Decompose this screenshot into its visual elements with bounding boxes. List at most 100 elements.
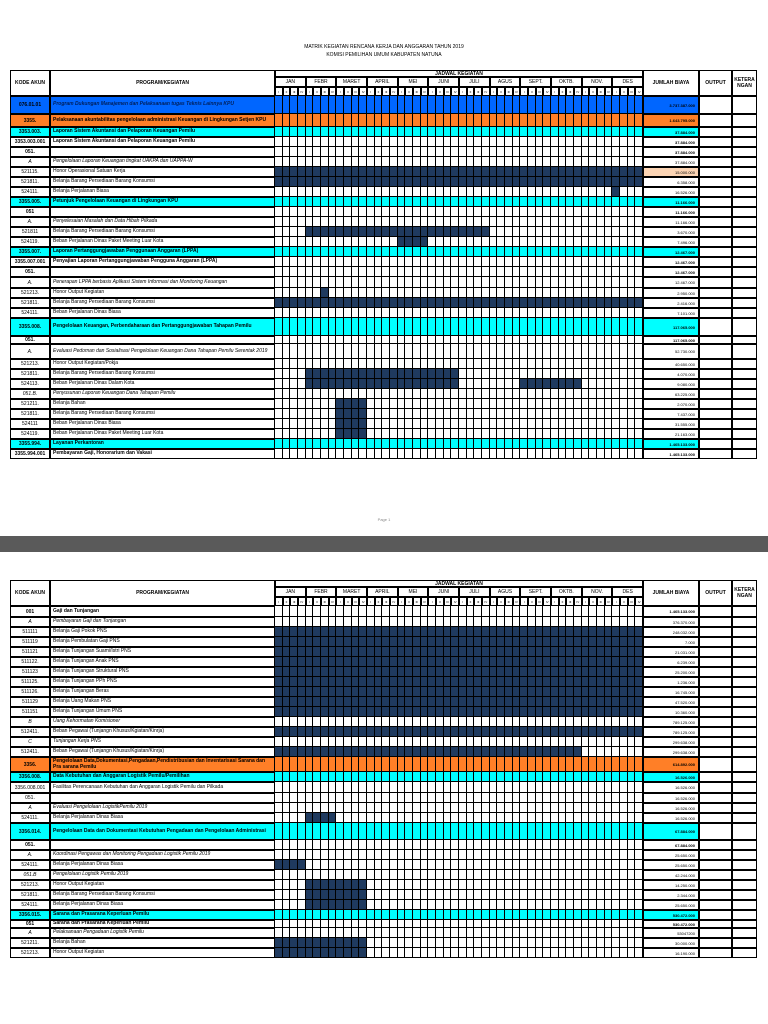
jumlah-biaya-cell: 12.467.000 (643, 267, 699, 277)
schedule-cell (635, 379, 643, 389)
jumlah-biaya-cell: 37.884.000 (643, 157, 699, 167)
header-week: III (413, 87, 421, 96)
schedule-cell (374, 813, 383, 823)
schedule-cell (482, 237, 490, 247)
schedule-cell (535, 900, 544, 910)
keterangan-cell (732, 707, 757, 717)
schedule-cell (367, 870, 375, 880)
schedule-cell (535, 840, 544, 850)
schedule-cell (275, 772, 283, 782)
schedule-cell (505, 772, 513, 782)
keterangan-cell (732, 890, 757, 900)
schedule-cell (351, 900, 360, 910)
schedule-cell (451, 277, 459, 288)
schedule-cell (482, 803, 490, 813)
schedule-cell (543, 359, 551, 369)
output-cell (699, 737, 732, 747)
schedule-cell (443, 920, 452, 928)
schedule-cell (344, 318, 352, 336)
schedule-cell (612, 197, 620, 207)
schedule-cell (413, 127, 421, 137)
schedule-cell (566, 114, 574, 127)
schedule-cell (551, 267, 559, 277)
schedule-cell (512, 657, 521, 667)
schedule-cell (305, 880, 314, 890)
output-cell (699, 298, 732, 308)
schedule-cell (344, 114, 352, 127)
schedule-cell (635, 288, 643, 298)
schedule-cell (290, 399, 298, 409)
header-week: IV (359, 87, 367, 96)
schedule-cell (558, 157, 567, 167)
schedule-cell (474, 860, 482, 870)
schedule-cell (428, 399, 436, 409)
schedule-cell (275, 860, 283, 870)
schedule-cell (282, 237, 291, 247)
schedule-cell (505, 697, 513, 707)
schedule-cell (428, 344, 436, 359)
schedule-cell (581, 782, 590, 793)
schedule-cell (344, 336, 352, 344)
schedule-cell (359, 344, 367, 359)
schedule-cell (451, 938, 459, 948)
schedule-cell (505, 707, 513, 717)
schedule-cell (459, 880, 467, 890)
schedule-cell (505, 257, 513, 267)
schedule-cell (413, 772, 421, 782)
schedule-cell (305, 890, 314, 900)
schedule-cell (474, 647, 482, 657)
keterangan-cell (732, 667, 757, 677)
schedule-cell (359, 928, 367, 938)
schedule-cell (351, 419, 360, 429)
schedule-cell (635, 840, 643, 850)
schedule-cell (405, 782, 413, 793)
schedule-cell (328, 840, 337, 850)
schedule-grid (275, 257, 643, 267)
schedule-cell (359, 187, 367, 197)
schedule-cell (581, 419, 590, 429)
schedule-cell (436, 928, 444, 938)
schedule-cell (543, 880, 551, 890)
schedule-cell (558, 938, 567, 948)
schedule-cell (512, 890, 521, 900)
schedule-cell (328, 637, 337, 647)
schedule-cell (635, 707, 643, 717)
schedule-cell (459, 850, 467, 860)
schedule-grid (275, 207, 643, 217)
schedule-cell (328, 359, 337, 369)
header-week: I (428, 87, 436, 96)
schedule-cell (321, 747, 329, 757)
schedule-cell (482, 187, 490, 197)
schedule-cell (321, 237, 329, 247)
schedule-cell (336, 727, 344, 737)
schedule-cell (497, 439, 505, 449)
schedule-cell (482, 938, 490, 948)
schedule-cell (558, 359, 567, 369)
schedule-cell (344, 617, 352, 627)
schedule-cell (443, 187, 452, 197)
kode-akun-cell: 512411. (10, 727, 50, 737)
schedule-cell (443, 157, 452, 167)
schedule-cell (328, 813, 337, 823)
schedule-cell (604, 687, 613, 697)
schedule-cell (589, 840, 597, 850)
schedule-cell (420, 910, 429, 920)
schedule-cell (328, 647, 337, 657)
schedule-cell (374, 707, 383, 717)
schedule-cell (535, 606, 544, 617)
schedule-cell (374, 747, 383, 757)
schedule-cell (535, 257, 544, 267)
schedule-cell (512, 217, 521, 227)
schedule-cell (604, 647, 613, 657)
schedule-cell (367, 318, 375, 336)
schedule-cell (566, 850, 574, 860)
schedule-cell (635, 187, 643, 197)
schedule-cell (443, 860, 452, 870)
table-row: 511122. Belanja Tunjangan Anak PNS 6.239.0… (10, 657, 757, 667)
schedule-cell (581, 389, 590, 399)
schedule-cell (604, 747, 613, 757)
schedule-cell (574, 870, 582, 880)
schedule-cell (497, 938, 505, 948)
header-week: I (367, 597, 375, 606)
schedule-cell (336, 772, 344, 782)
